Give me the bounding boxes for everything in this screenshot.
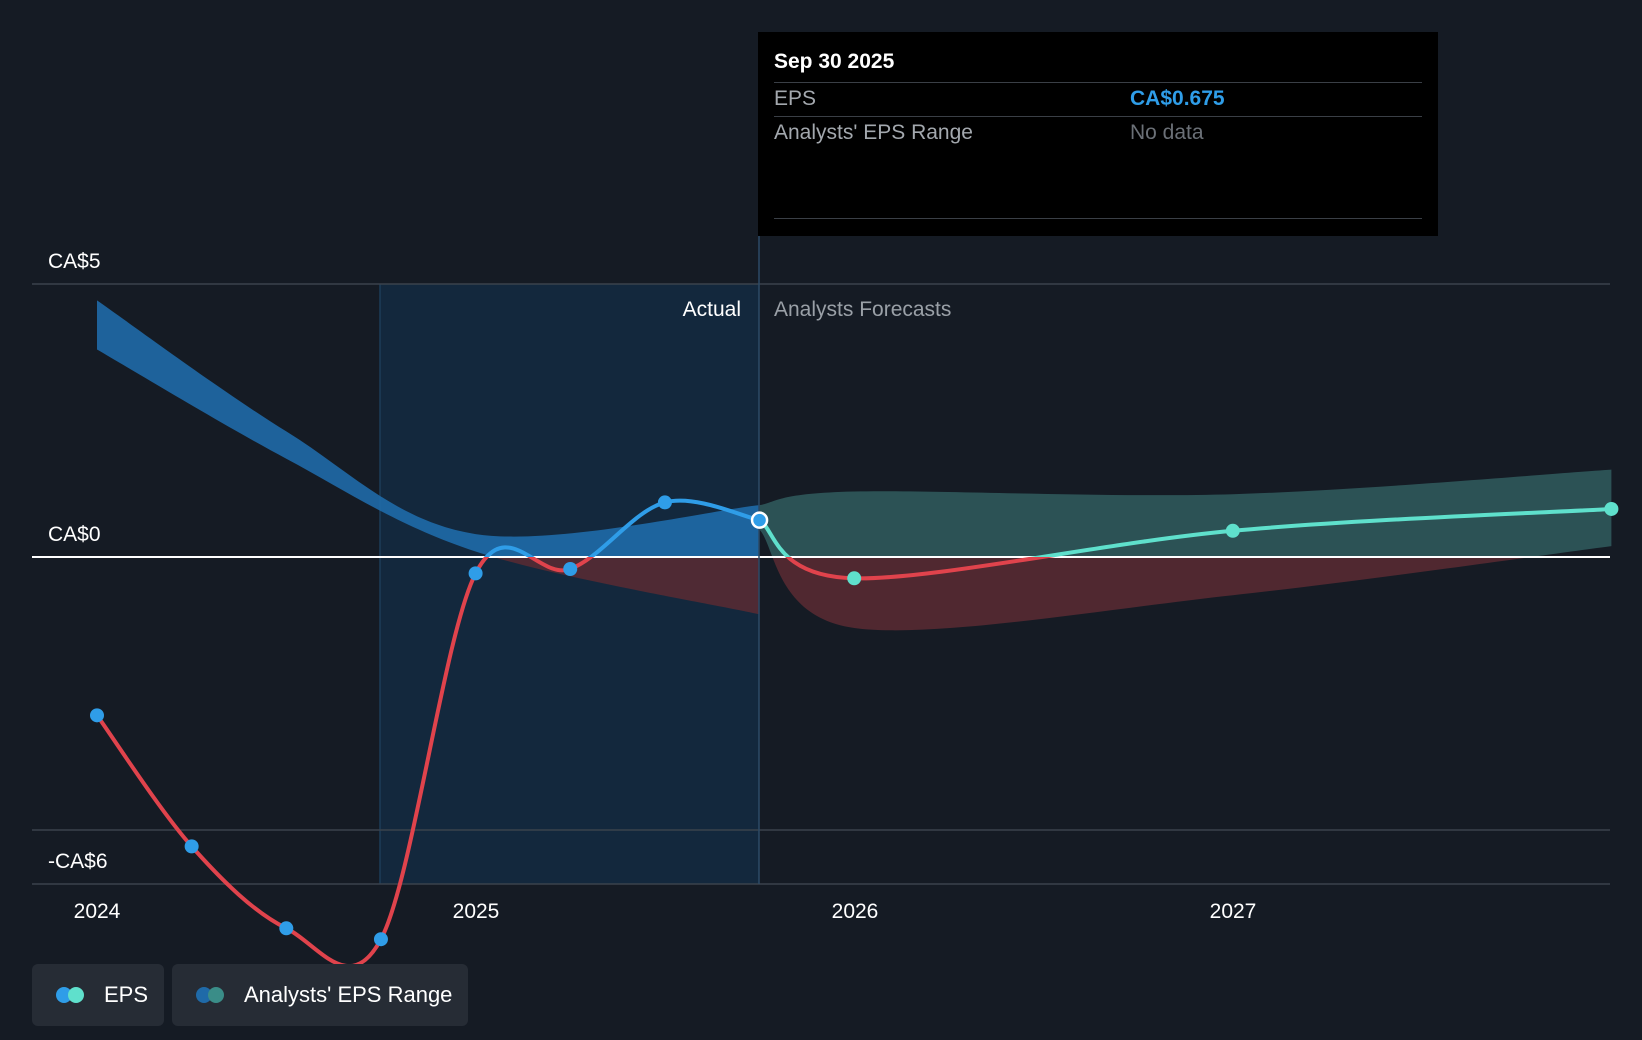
tooltip-divider	[774, 82, 1422, 83]
tooltip-range-label: Analysts' EPS Range	[774, 121, 973, 144]
eps-line-forecast-negative	[785, 557, 1056, 581]
eps-point-actual	[657, 495, 672, 510]
tooltip-divider	[774, 218, 1422, 219]
tooltip-eps-value: CA$0.675	[1130, 87, 1225, 110]
tooltip-range-value: No data	[1130, 121, 1204, 144]
x-tick-label-2024: 2024	[74, 900, 121, 923]
eps-lines	[95, 498, 1612, 968]
eps-point-actual	[279, 921, 294, 936]
y-tick-label-zero: CA$0	[48, 523, 101, 546]
actual-section-label: Actual	[683, 298, 741, 321]
y-tick-label-top: CA$5	[48, 250, 101, 273]
eps-point-forecast	[1604, 501, 1619, 516]
range-area-forecast-below-zero	[772, 557, 1531, 631]
forecast-section-label: Analysts Forecasts	[774, 298, 951, 321]
x-tick-label-2025: 2025	[453, 900, 500, 923]
range-area-past-above-zero	[97, 300, 760, 557]
x-tick-label-2026: 2026	[832, 900, 879, 923]
eps-point-actual	[184, 839, 199, 854]
tooltip-eps-label: EPS	[774, 87, 817, 110]
legend-eps-label: EPS	[104, 982, 149, 1007]
hover-tooltip: Sep 30 2025 EPS CA$0.675 Analysts' EPS R…	[758, 32, 1438, 236]
x-tick-label-2027: 2027	[1210, 900, 1257, 923]
eps-range-areas	[97, 300, 1612, 631]
legend-range-label: Analysts' EPS Range	[244, 982, 453, 1007]
eps-point-actual	[373, 932, 388, 947]
eps-line-forecast-positive	[758, 506, 1612, 557]
eps-points	[90, 495, 1619, 947]
legend-dot-icon	[68, 987, 84, 1003]
legend-eps-range[interactable]: Analysts' EPS Range	[172, 964, 468, 1026]
tooltip-divider	[774, 116, 1422, 117]
legend-range-swatch	[196, 986, 230, 1004]
eps-point-forecast	[847, 571, 862, 586]
eps-point-forecast	[1225, 523, 1240, 538]
eps-point-actual	[90, 708, 104, 723]
legend-eps[interactable]: EPS	[32, 964, 164, 1026]
eps-line-actual-positive	[484, 498, 760, 557]
range-area-forecast-above-zero	[759, 469, 1612, 557]
legend-eps-swatch	[56, 986, 90, 1004]
legend-dot-icon	[208, 987, 224, 1003]
eps-line-actual-negative	[95, 557, 595, 968]
eps-point-highlighted	[750, 511, 769, 529]
eps-point-actual	[563, 562, 578, 577]
tooltip-date: Sep 30 2025	[774, 50, 895, 73]
y-tick-label-bottom: -CA$6	[48, 850, 108, 873]
eps-point-actual	[468, 566, 483, 581]
